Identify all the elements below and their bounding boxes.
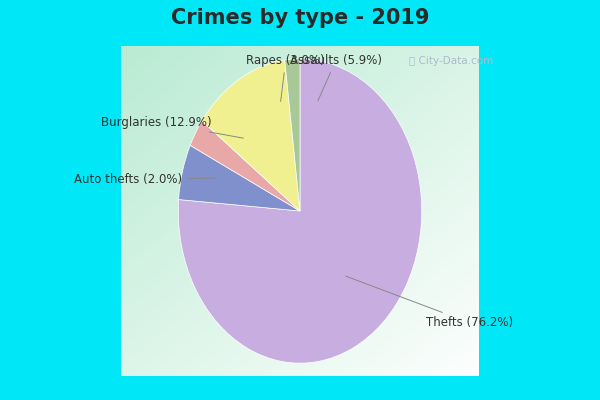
Wedge shape <box>190 121 300 211</box>
Text: Auto thefts (2.0%): Auto thefts (2.0%) <box>74 173 216 186</box>
Wedge shape <box>285 59 300 211</box>
Wedge shape <box>202 60 300 211</box>
Wedge shape <box>178 59 422 363</box>
Text: Assaults (5.9%): Assaults (5.9%) <box>290 54 382 101</box>
Text: Rapes (3.0%): Rapes (3.0%) <box>247 54 325 102</box>
Text: ⓘ City-Data.com: ⓘ City-Data.com <box>409 56 493 66</box>
Wedge shape <box>179 145 300 211</box>
Text: Burglaries (12.9%): Burglaries (12.9%) <box>101 116 244 138</box>
Text: Crimes by type - 2019: Crimes by type - 2019 <box>171 8 429 28</box>
Text: Thefts (76.2%): Thefts (76.2%) <box>346 276 513 329</box>
